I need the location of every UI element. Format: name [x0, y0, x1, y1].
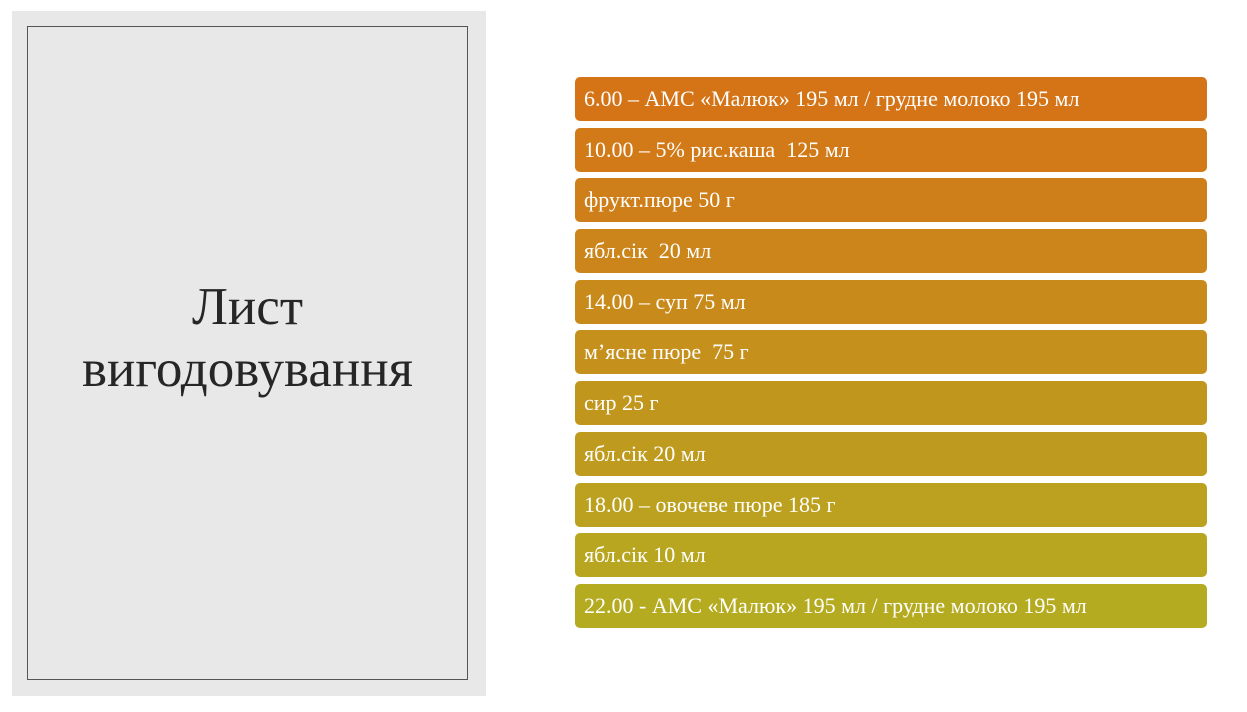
title-frame: Лист вигодовування	[27, 26, 468, 680]
slide-title-line-2: вигодовування	[82, 340, 413, 398]
slide-title: Лист вигодовування	[82, 276, 413, 400]
schedule-item: сир 25 г	[575, 381, 1207, 426]
schedule-item: м’ясне пюре 75 г	[575, 330, 1207, 375]
schedule-item: ябл.сік 20 мл	[575, 431, 1207, 476]
schedule-item: фрукт.пюре 50 г	[575, 178, 1207, 223]
title-panel: Лист вигодовування	[12, 11, 486, 696]
schedule-item: 14.00 – суп 75 мл	[575, 279, 1207, 324]
schedule-item: 18.00 – овочеве пюре 185 г	[575, 482, 1207, 527]
schedule-item: 10.00 – 5% рис.каша 125 мл	[575, 127, 1207, 172]
schedule-item: ябл.сік 10 мл	[575, 533, 1207, 578]
feeding-schedule-list: 6.00 – АМС «Малюк» 195 мл / грудне молок…	[575, 77, 1207, 635]
slide-title-line-1: Лист	[191, 278, 303, 336]
schedule-item: ябл.сік 20 мл	[575, 229, 1207, 274]
schedule-item: 22.00 - АМС «Малюк» 195 мл / грудне моло…	[575, 583, 1207, 628]
schedule-item: 6.00 – АМС «Малюк» 195 мл / грудне молок…	[575, 77, 1207, 121]
